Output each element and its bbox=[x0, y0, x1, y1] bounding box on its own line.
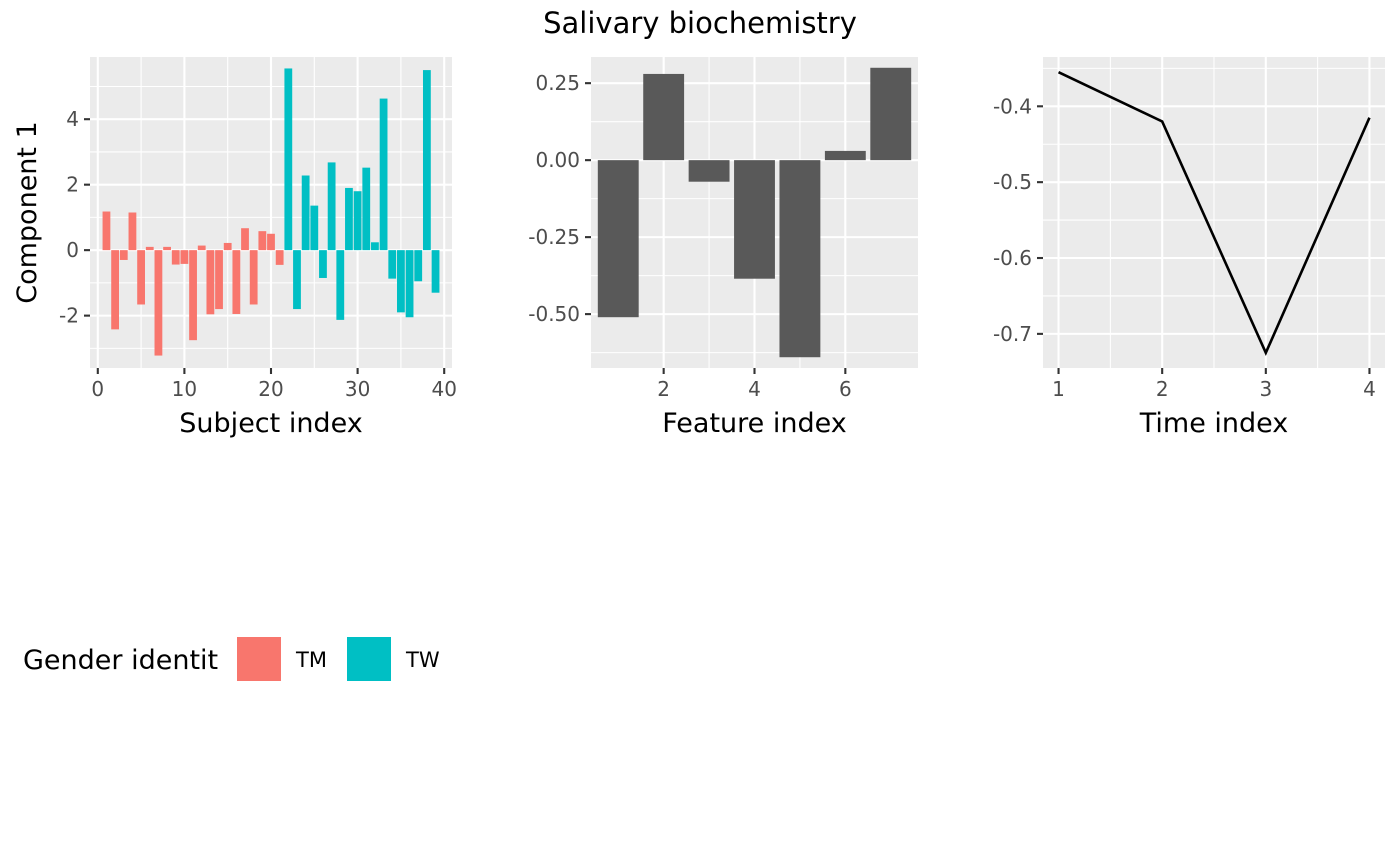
x-tick-label: 3 bbox=[1259, 377, 1272, 401]
bar-tm-subject-13 bbox=[206, 250, 215, 315]
bar-tm-subject-14 bbox=[215, 250, 223, 310]
y-tick-label: 4 bbox=[66, 107, 79, 131]
x-tick-label: 0 bbox=[91, 377, 104, 401]
bar-tm-subject-5 bbox=[137, 250, 145, 305]
x-axis-title: Feature index bbox=[662, 408, 846, 439]
bar-feature-3 bbox=[688, 160, 730, 182]
bar-tm-subject-17 bbox=[241, 228, 249, 251]
legend-swatch-tm bbox=[237, 637, 281, 681]
bar-tw-subject-26 bbox=[319, 250, 327, 278]
bar-tw-subject-33 bbox=[379, 98, 388, 251]
bar-feature-6 bbox=[824, 150, 866, 161]
y-tick-label: -0.25 bbox=[528, 225, 580, 249]
bar-tw-subject-22 bbox=[284, 68, 293, 251]
y-tick-label: -2 bbox=[59, 304, 79, 328]
bar-feature-4 bbox=[734, 160, 775, 279]
bar-tm-subject-7 bbox=[154, 250, 163, 356]
bar-tw-subject-32 bbox=[371, 242, 379, 251]
bar-feature-7 bbox=[870, 67, 912, 161]
feature-loadings-panel: 2 4 6 0.25 0.00 -0.25 -0.50 Feature index bbox=[528, 57, 918, 439]
bar-tm-subject-6 bbox=[145, 246, 154, 251]
x-tick-label: 2 bbox=[657, 377, 670, 401]
bar-tw-subject-30 bbox=[353, 191, 362, 251]
bar-tw-subject-36 bbox=[405, 250, 414, 318]
x-tick-label: 20 bbox=[258, 377, 283, 401]
x-tick-label: 2 bbox=[1156, 377, 1169, 401]
bar-tm-subject-9 bbox=[171, 250, 180, 265]
bar-tm-subject-20 bbox=[267, 233, 275, 251]
bar-tm-subject-15 bbox=[223, 242, 232, 251]
bar-tw-subject-35 bbox=[397, 250, 405, 313]
bar-feature-2 bbox=[643, 73, 685, 161]
bar-tm-subject-21 bbox=[275, 250, 284, 265]
bar-tm-subject-8 bbox=[163, 246, 171, 251]
x-tick-label: 1 bbox=[1052, 377, 1065, 401]
y-tick-label: 0.25 bbox=[535, 71, 580, 95]
legend: Gender identit TM TW bbox=[23, 637, 440, 681]
bar-tw-subject-39 bbox=[431, 250, 440, 293]
bar-feature-1 bbox=[597, 160, 639, 318]
bar-tw-subject-37 bbox=[414, 250, 423, 282]
x-axis-title: Subject index bbox=[179, 408, 362, 439]
bar-tw-subject-31 bbox=[362, 167, 371, 251]
y-tick-label: 0 bbox=[66, 238, 79, 262]
x-tick-label: 6 bbox=[839, 377, 852, 401]
bar-tm-subject-2 bbox=[111, 250, 120, 330]
legend-title: Gender identit bbox=[23, 645, 218, 676]
bar-tm-subject-18 bbox=[249, 250, 258, 305]
y-tick-label: -0.50 bbox=[528, 302, 580, 326]
bar-tm-subject-3 bbox=[119, 250, 128, 260]
y-tick-label: -0.6 bbox=[993, 246, 1032, 270]
bar-tm-subject-12 bbox=[197, 245, 206, 251]
bar-tm-subject-16 bbox=[232, 250, 241, 314]
x-tick-label: 30 bbox=[345, 377, 370, 401]
figure-title: Salivary biochemistry bbox=[543, 6, 857, 40]
bar-tw-subject-25 bbox=[310, 205, 319, 251]
x-tick-label: 10 bbox=[172, 377, 197, 401]
bar-tw-subject-34 bbox=[388, 250, 397, 279]
bar-tm-subject-19 bbox=[258, 231, 267, 251]
legend-swatch-tw bbox=[347, 637, 391, 681]
bar-tw-subject-23 bbox=[293, 250, 301, 310]
x-tick-label: 40 bbox=[431, 377, 456, 401]
y-axis-title: Component 1 bbox=[12, 121, 43, 304]
bar-tm-subject-1 bbox=[102, 211, 111, 251]
bar-tw-subject-28 bbox=[336, 250, 345, 320]
y-tick-label: -0.5 bbox=[993, 170, 1032, 194]
bar-tw-subject-29 bbox=[345, 187, 353, 251]
time-loadings-panel: 1 2 3 4 -0.4 -0.5 -0.6 -0.7 Time index bbox=[993, 57, 1385, 439]
legend-label-tw: TW bbox=[405, 648, 440, 672]
bar-tw-subject-24 bbox=[301, 175, 310, 251]
y-tick-label: 2 bbox=[66, 173, 79, 197]
x-axis-title: Time index bbox=[1139, 408, 1289, 439]
y-tick-label: 0.00 bbox=[535, 148, 580, 172]
bar-tw-subject-27 bbox=[327, 162, 336, 251]
bar-tw-subject-38 bbox=[422, 70, 431, 251]
legend-label-tm: TM bbox=[295, 648, 327, 672]
time-loading-line bbox=[1057, 70, 1371, 357]
bar-feature-5 bbox=[779, 160, 821, 358]
subject-scores-panel: 0 10 20 30 40 -2 0 2 4 Subject index Component 1 bbox=[12, 57, 457, 439]
x-tick-label: 4 bbox=[1363, 377, 1376, 401]
bar-tm-subject-10 bbox=[180, 250, 189, 264]
y-tick-label: -0.7 bbox=[993, 322, 1032, 346]
y-tick-label: -0.4 bbox=[993, 94, 1032, 118]
bar-tm-subject-11 bbox=[189, 250, 197, 341]
bar-tm-subject-4 bbox=[128, 212, 137, 251]
x-tick-label: 4 bbox=[748, 377, 761, 401]
